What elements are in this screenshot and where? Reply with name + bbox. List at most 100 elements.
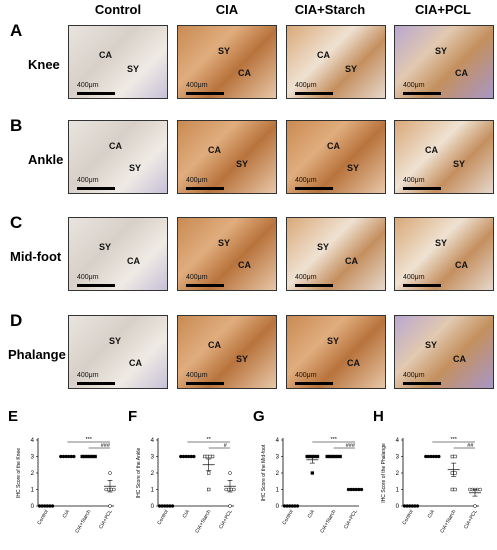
data-point xyxy=(310,471,314,475)
y-axis-label: IHC Score of the Phalange xyxy=(381,443,387,503)
x-tick-label: CIA xyxy=(62,508,72,519)
panel-letter-g: G xyxy=(253,408,265,425)
tissue-label: SY xyxy=(109,336,122,346)
tissue-label: SY xyxy=(453,159,466,169)
tissue-label: SY xyxy=(129,163,142,173)
x-tick-label: CIA+PCL xyxy=(463,509,479,530)
significance-label: *** xyxy=(330,437,337,443)
y-tick-label: 1 xyxy=(396,488,400,494)
column-heading-3: CIA+PCL xyxy=(415,2,471,17)
y-tick-label: 0 xyxy=(276,504,280,510)
data-point xyxy=(453,487,457,492)
data-point xyxy=(112,487,116,492)
tissue-label: SY xyxy=(425,340,438,350)
scale-bar xyxy=(295,187,333,190)
tissue-label: CA xyxy=(347,358,360,368)
histology-image-b-2: CA SY 400μm xyxy=(286,120,386,194)
data-point xyxy=(207,487,211,492)
significance-label: ** xyxy=(207,437,212,443)
y-tick-label: 2 xyxy=(31,471,35,477)
x-tick-label: CIA+Starch xyxy=(439,509,457,534)
histology-image-a-1: SY CA 400μm xyxy=(177,25,277,99)
y-tick-label: 3 xyxy=(31,455,35,461)
data-point xyxy=(453,454,457,459)
y-tick-label: 2 xyxy=(151,471,155,477)
tissue-label: CA xyxy=(455,68,468,78)
tissue-label: CA xyxy=(127,256,140,266)
scale-bar xyxy=(295,284,333,287)
scale-bar xyxy=(186,92,224,95)
scale-bar xyxy=(186,382,224,385)
tissue-label: SY xyxy=(236,159,249,169)
tissue-label: CA xyxy=(129,358,142,368)
scale-bar-label: 400μm xyxy=(77,82,99,89)
tissue-label: SY xyxy=(345,64,358,74)
y-tick-label: 4 xyxy=(276,438,280,444)
tissue-label: SY xyxy=(127,64,140,74)
tissue-label: CA xyxy=(99,50,112,60)
tissue-label: SY xyxy=(327,336,340,346)
histology-image-b-1: CA SY 400μm xyxy=(177,120,277,194)
scale-bar-label: 400μm xyxy=(77,274,99,281)
histology-image-c-1: SY CA 400μm xyxy=(177,217,277,291)
histology-image-a-3: SY CA 400μm xyxy=(394,25,494,99)
tissue-label: CA xyxy=(453,354,466,364)
tissue-label: CA xyxy=(208,340,221,350)
y-tick-label: 4 xyxy=(151,438,155,444)
scale-bar-label: 400μm xyxy=(295,372,317,379)
histology-image-b-3: CA SY 400μm xyxy=(394,120,494,194)
y-tick-label: 4 xyxy=(31,438,35,444)
data-point xyxy=(228,471,232,475)
scale-bar-label: 400μm xyxy=(403,177,425,184)
row-name-1: Ankle xyxy=(28,152,64,167)
y-tick-label: 1 xyxy=(276,488,280,494)
data-point xyxy=(478,487,482,492)
scale-bar-label: 400μm xyxy=(403,372,425,379)
y-axis-label: IHC Score of the Knee xyxy=(16,448,22,498)
data-point xyxy=(108,471,112,475)
scale-bar xyxy=(295,92,333,95)
scale-bar xyxy=(403,92,441,95)
scale-bar-label: 400μm xyxy=(295,274,317,281)
scale-bar-label: 400μm xyxy=(186,372,208,379)
data-point xyxy=(108,504,112,508)
histology-image-d-2: SY CA 400μm xyxy=(286,315,386,389)
tissue-label: CA xyxy=(345,256,358,266)
significance-label: ## xyxy=(467,443,474,449)
scale-bar-label: 400μm xyxy=(77,177,99,184)
histology-image-a-2: CA SY 400μm xyxy=(286,25,386,99)
significance-label: *** xyxy=(85,437,92,443)
x-tick-label: CIA xyxy=(307,508,317,519)
scale-bar xyxy=(403,284,441,287)
data-point xyxy=(210,454,215,459)
x-tick-label: Control xyxy=(156,509,169,526)
x-tick-label: CIA+PCL xyxy=(218,509,234,530)
row-name-3: Phalange xyxy=(8,347,66,362)
significance-label: # xyxy=(224,443,228,449)
column-heading-0: Control xyxy=(94,2,142,17)
scale-bar xyxy=(295,382,333,385)
y-tick-label: 0 xyxy=(151,504,155,510)
panel-letter-b: B xyxy=(10,116,23,135)
tissue-label: SY xyxy=(347,163,360,173)
chart-g: IHC Score of the Mid-foot 0 1 2 3 4 Control CIA… xyxy=(261,437,364,534)
tissue-label: CA xyxy=(455,260,468,270)
scale-bar xyxy=(77,187,115,190)
tissue-label: SY xyxy=(236,354,249,364)
data-point xyxy=(207,471,211,475)
significance-label: ### xyxy=(346,443,356,449)
scale-bar-label: 400μm xyxy=(77,372,99,379)
histology-image-c-0: SY CA 400μm xyxy=(68,217,168,291)
scale-bar-label: 400μm xyxy=(295,177,317,184)
significance-label: ### xyxy=(101,443,111,449)
chart-h: IHC Score of the Phalange 0 1 2 3 4 Control CIA… xyxy=(381,437,482,534)
column-heading-1: CIA xyxy=(215,2,239,17)
x-tick-label: CIA xyxy=(182,508,192,519)
y-tick-label: 0 xyxy=(31,504,35,510)
y-tick-label: 2 xyxy=(396,471,400,477)
scale-bar-label: 400μm xyxy=(403,82,425,89)
panel-letter-a: A xyxy=(10,21,23,40)
histology-image-b-0: CA SY 400μm xyxy=(68,120,168,194)
